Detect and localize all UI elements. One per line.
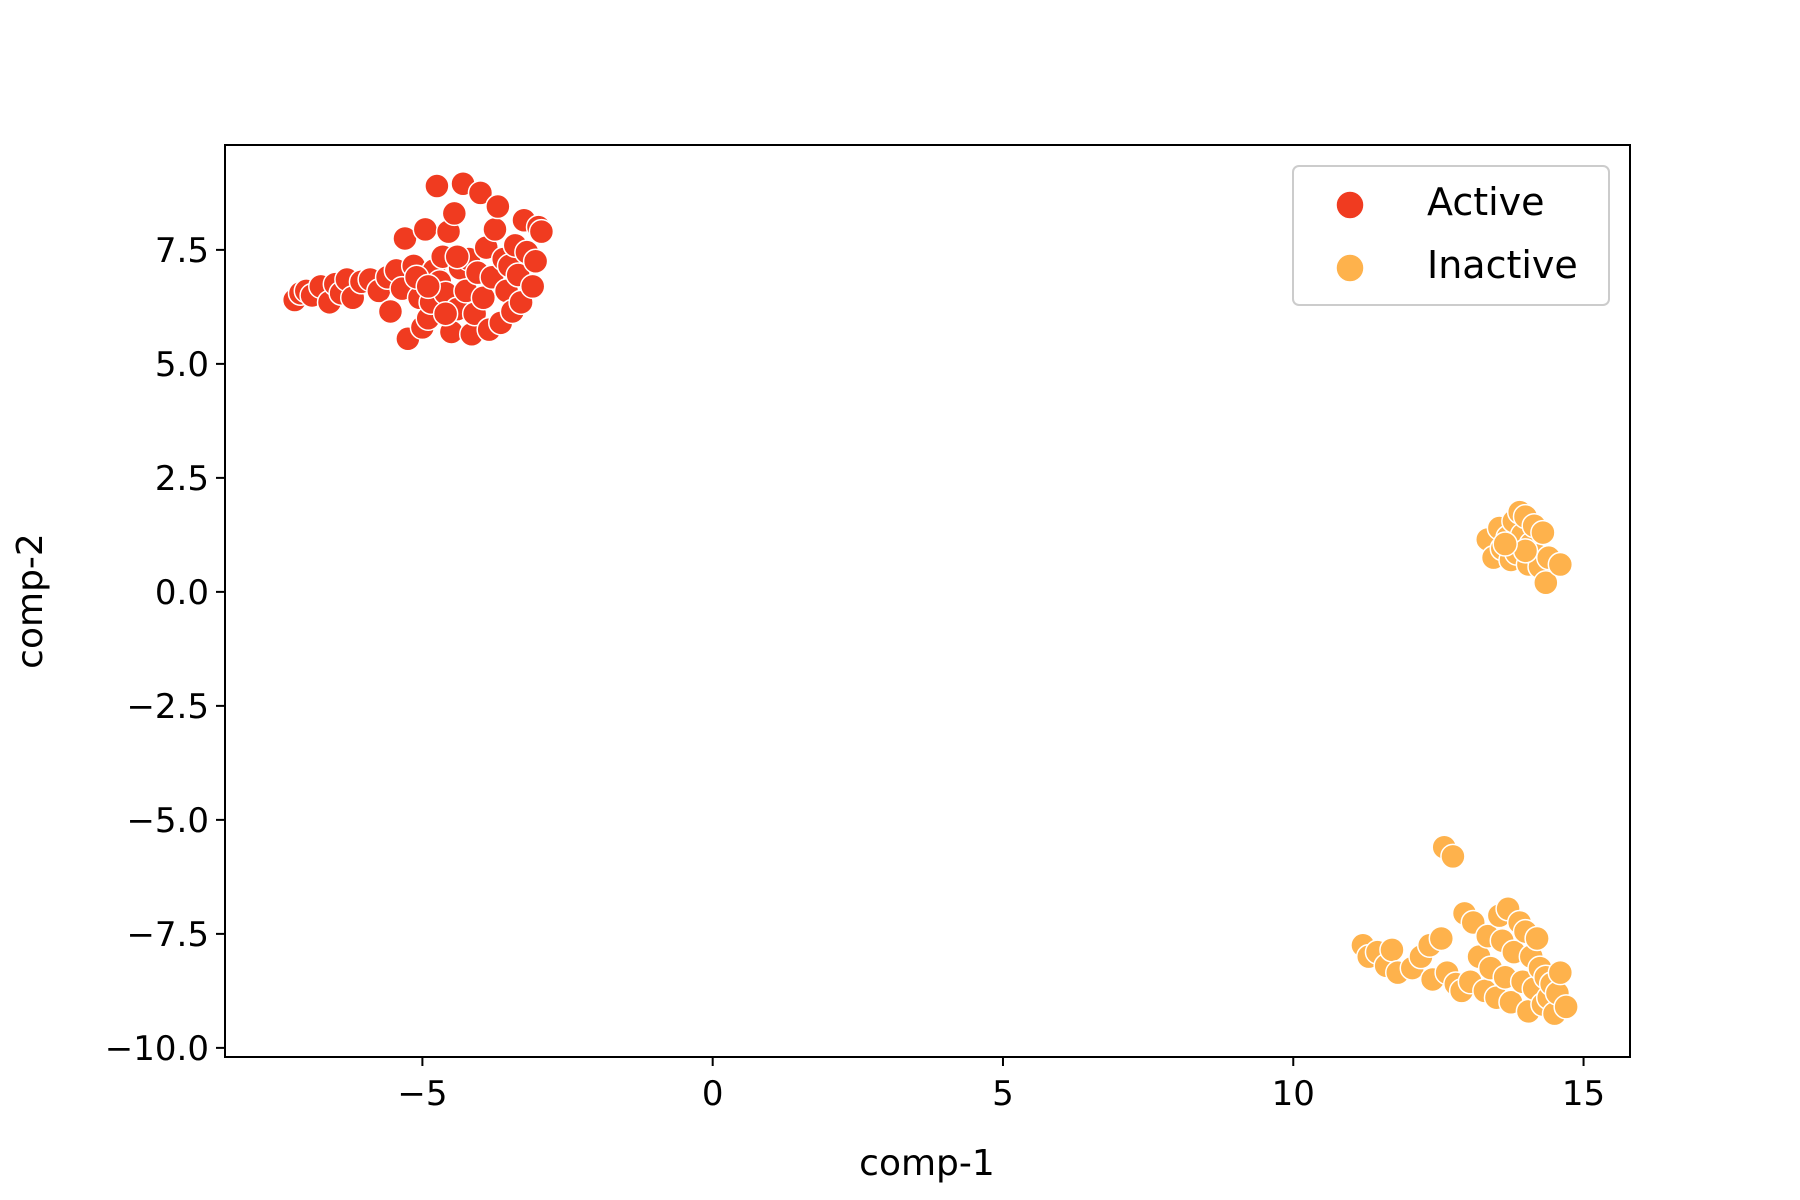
legend-label-inactive: Inactive: [1427, 243, 1578, 287]
y-axis-label: comp-2: [10, 533, 51, 669]
y-tick-label: −2.5: [126, 687, 209, 727]
x-tick-label: 10: [1272, 1074, 1315, 1114]
scatter-point-active: [424, 173, 450, 199]
legend-marker-inactive: [1335, 253, 1365, 283]
y-tick-label: 2.5: [155, 459, 209, 499]
legend-marker-active: [1335, 190, 1365, 220]
scatter-point-inactive: [1428, 925, 1455, 952]
scatter-point-inactive: [1547, 551, 1574, 578]
scatter-point-active: [415, 273, 441, 300]
x-axis-label: comp-1: [859, 1143, 995, 1184]
legend-box: [1292, 165, 1610, 306]
scatter-point-inactive: [1440, 843, 1466, 870]
scatter-point-active: [377, 298, 404, 325]
y-tick-label: 0.0: [155, 573, 209, 613]
y-tick-label: 7.5: [155, 231, 209, 271]
scatter-point-inactive: [1492, 531, 1518, 557]
x-tick-label: 5: [992, 1074, 1014, 1114]
y-tick-label: −10.0: [105, 1029, 209, 1069]
points-layer: [281, 171, 1579, 1027]
scatter-point-active: [528, 218, 555, 245]
legend-label-active: Active: [1427, 180, 1545, 224]
scatter-point-active: [441, 200, 468, 227]
y-axis: −10.0 −7.5 −5.0 −2.5 0.0 2.5 5.0 7.5: [105, 231, 225, 1069]
plot-area-frame: [224, 144, 1631, 1058]
scatter-point-active: [522, 248, 549, 275]
scatter-point-inactive: [1547, 959, 1574, 986]
y-tick-label: −5.0: [126, 801, 209, 841]
scatter-point-active: [482, 216, 508, 243]
scatter-point-inactive: [1530, 519, 1556, 546]
x-tick-label: 0: [702, 1074, 724, 1114]
x-tick-label: −5: [397, 1074, 447, 1114]
y-tick-label: −7.5: [126, 915, 209, 955]
y-tick-label: 5.0: [155, 345, 209, 385]
scatter-point-active: [432, 300, 459, 327]
scatter-point-active: [467, 180, 494, 206]
scatter-point-inactive: [1533, 570, 1559, 596]
x-tick-label: 15: [1562, 1074, 1605, 1114]
x-axis: −5 0 5 10 15: [397, 1057, 1605, 1114]
legend: Active Inactive: [1292, 165, 1610, 306]
scatter-point-inactive: [1379, 937, 1405, 963]
scatter-point-active: [519, 273, 546, 300]
scatter-point-active: [485, 193, 511, 220]
scatter-point-active: [412, 216, 439, 243]
scatter-point-inactive: [1553, 994, 1579, 1020]
scatter-point-inactive: [1524, 925, 1550, 952]
scatter-point-active: [444, 243, 470, 270]
